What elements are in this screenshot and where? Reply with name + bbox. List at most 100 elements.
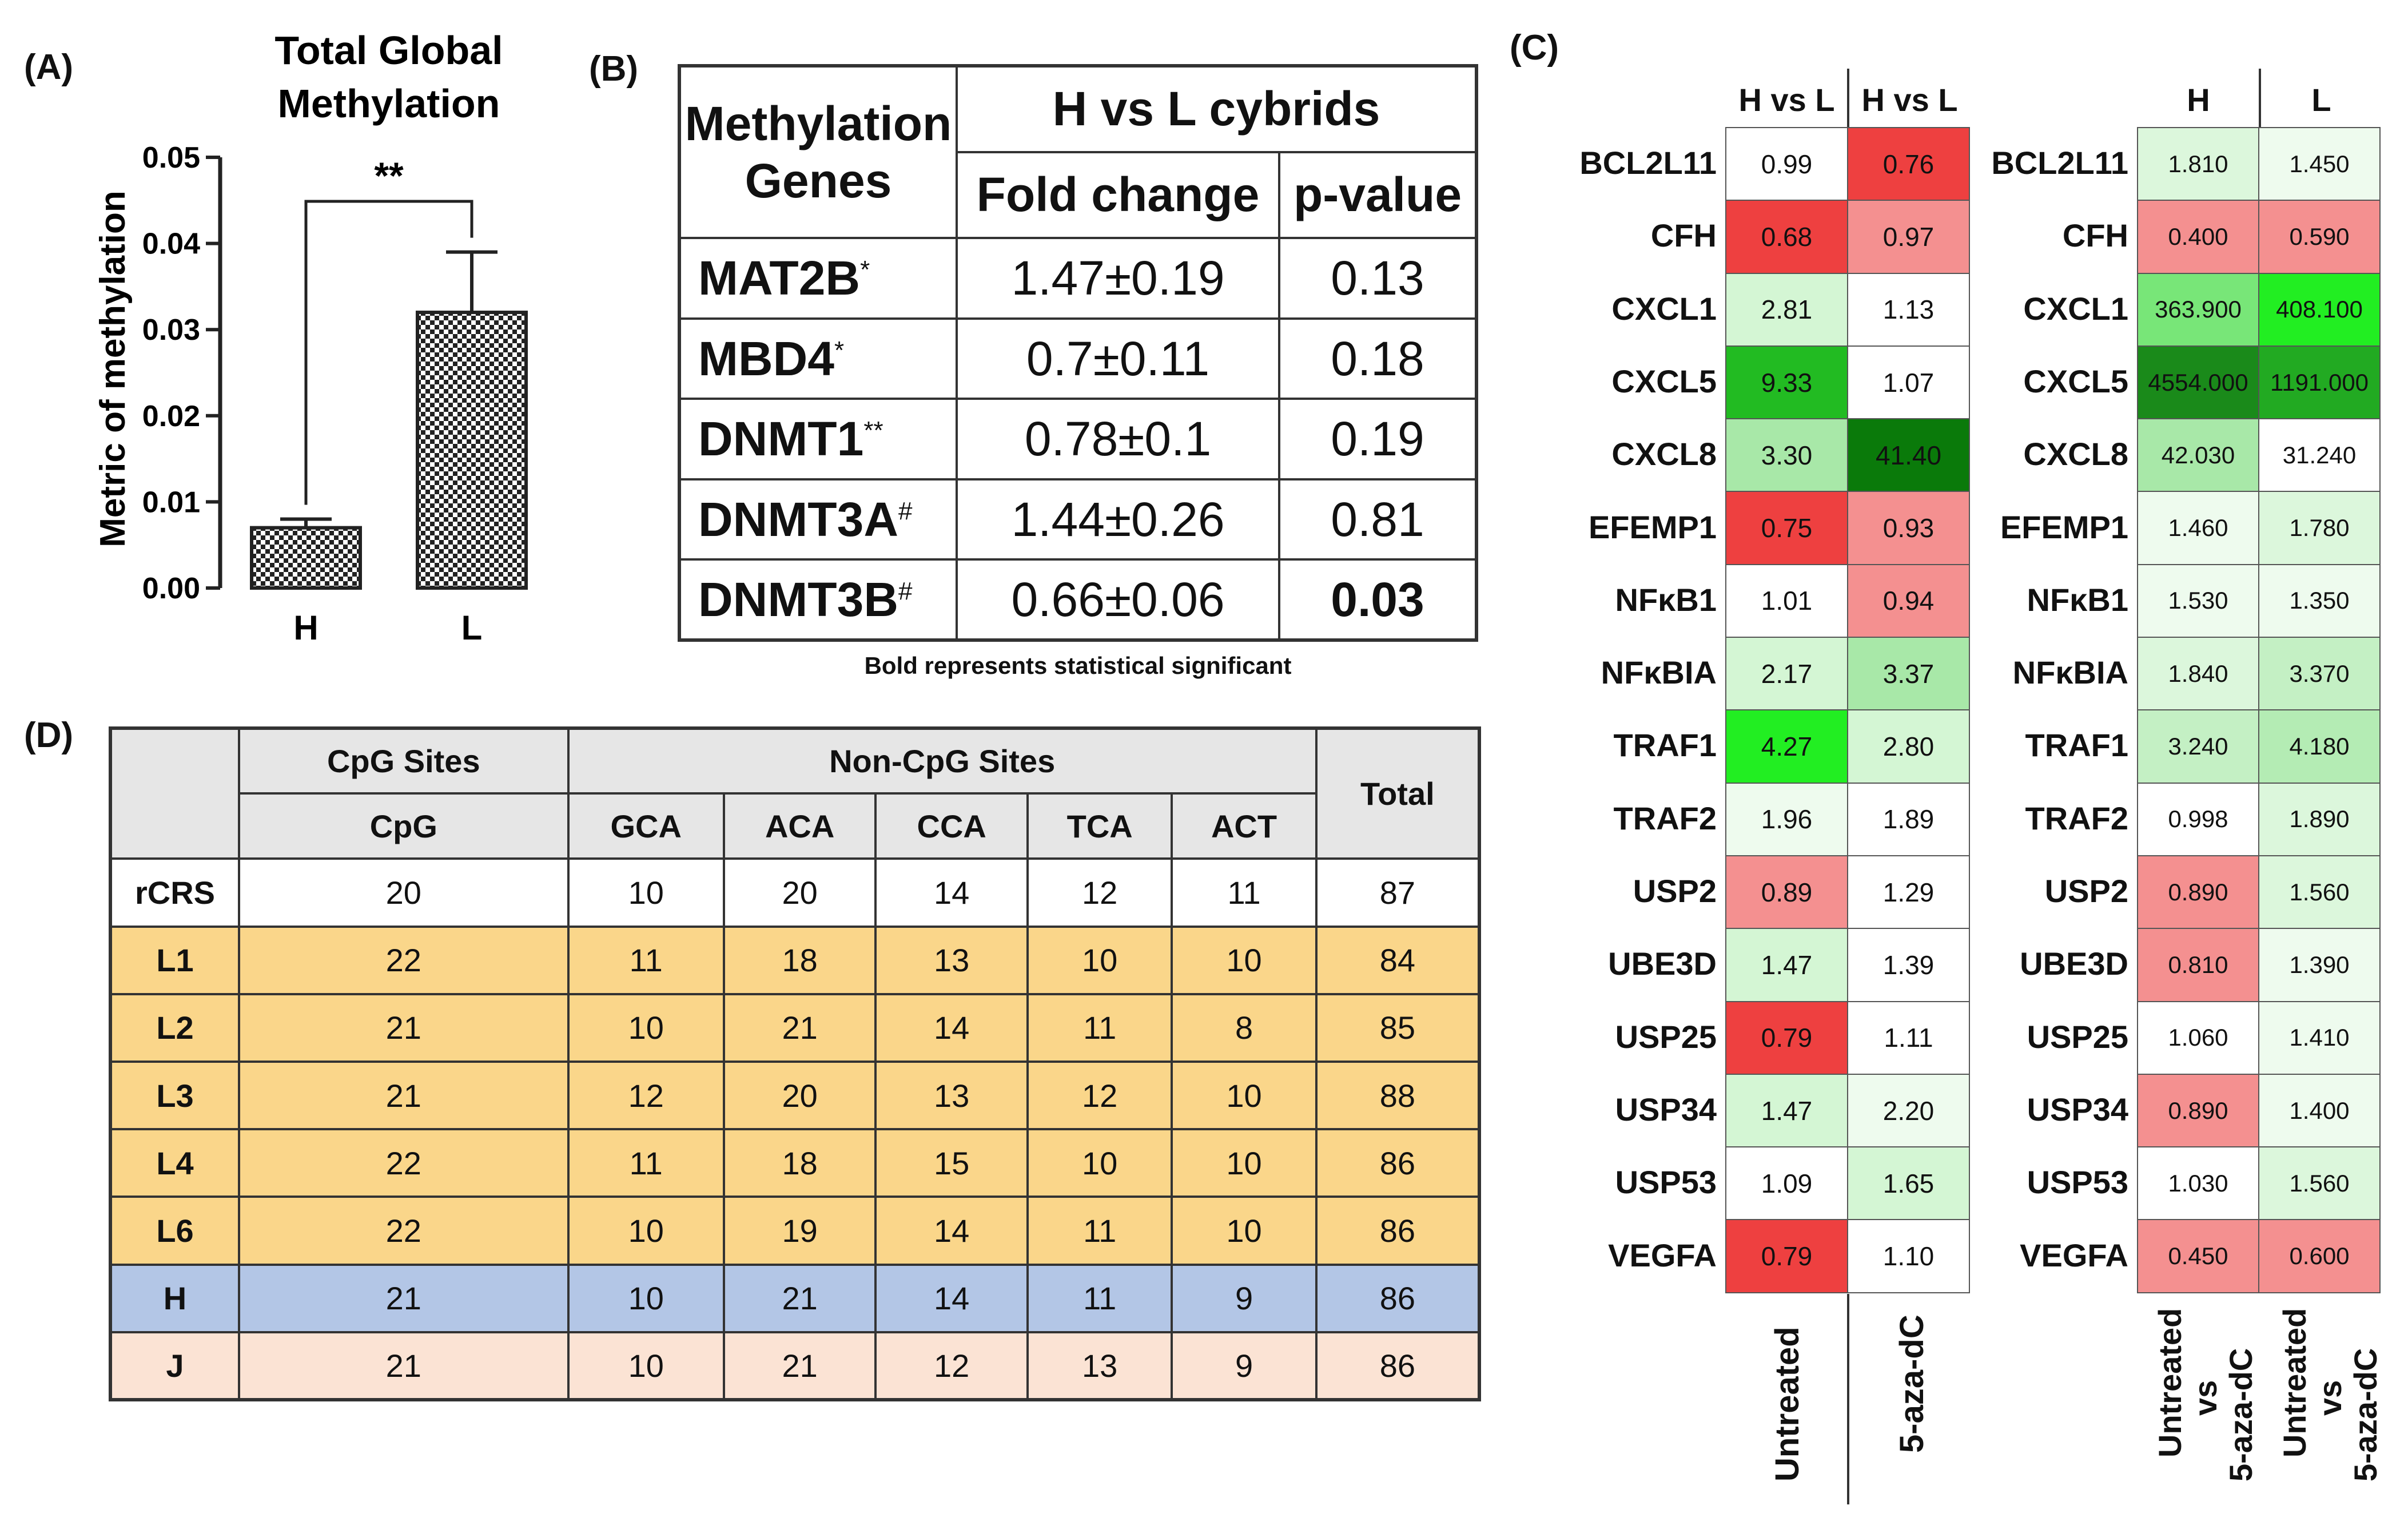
y-axis-label: Metric of methylation (93, 190, 133, 547)
gene-label: BCL2L11 (1579, 145, 1717, 181)
heatmap-cell: 1.400 (2258, 1073, 2381, 1148)
heatmap-row: 1.840 3.370 (2137, 637, 2381, 711)
heatmap-row: 1.47 1.39 (1725, 928, 1970, 1002)
x-tick-label: H (293, 609, 318, 647)
heatmap-cell: 408.100 (2258, 272, 2381, 347)
table-cell: 14 (874, 857, 1029, 928)
heatmap-cell: 4.180 (2258, 709, 2381, 784)
gene-label: CFH (2062, 217, 2128, 254)
heatmap-col-header: H (2187, 82, 2210, 118)
heatmap-cell: 0.400 (2137, 200, 2259, 274)
table-cell: 10 (1171, 925, 1318, 995)
heatmap-cell: 1.530 (2137, 563, 2259, 638)
table-row: L4 22 11 18 15 10 10 86 (109, 1128, 1481, 1198)
heatmap-cell: 363.900 (2137, 272, 2259, 347)
table-cell: 14 (874, 992, 1029, 1063)
gene-label: USP34 (1615, 1091, 1717, 1127)
gene-mark: ** (863, 416, 883, 445)
table-cell: 22 (238, 1128, 570, 1198)
heatmap-row: 1.060 1.410 (2137, 1000, 2381, 1075)
heatmap-row: 1.01 0.94 (1725, 563, 1970, 638)
condition-label: 5-aza-dC (1893, 1314, 1931, 1453)
panel-label-d: (D) (24, 716, 74, 755)
table-cell: 12 (874, 1331, 1029, 1401)
heatmap-cell: 0.93 (1847, 491, 1970, 565)
gene-label: TRAF2 (1613, 800, 1717, 836)
row-label: L2 (109, 992, 240, 1063)
table-cell: 13 (874, 925, 1029, 995)
gene-row: MAT2B* 1.47±0.19 0.13 (678, 237, 1478, 320)
heatmap-cell: 1.890 (2258, 782, 2381, 856)
y-tick-label: 0.03 (142, 313, 200, 347)
condition-label: Untreated (2276, 1308, 2313, 1457)
p-value-cell: 0.18 (1278, 317, 1478, 400)
heatmap-cell: 0.97 (1847, 200, 1970, 274)
heatmap-cell: 0.68 (1725, 200, 1848, 274)
heatmap-cell: 1191.000 (2258, 345, 2381, 420)
heatmap-row: 363.900 408.100 (2137, 272, 2381, 347)
row-label: L1 (109, 925, 240, 995)
gene-label: VEGFA (1608, 1237, 1717, 1273)
row-label: J (109, 1331, 240, 1401)
y-tick-label: 0.01 (142, 486, 200, 519)
gene-row: MBD4* 0.7±0.11 0.18 (678, 317, 1478, 400)
p-value-cell: 0.13 (1278, 237, 1478, 320)
heatmap-cell: 1.460 (2137, 491, 2259, 565)
header-methylation-genes: Methylation Genes (678, 64, 958, 240)
heatmap-row: 0.890 1.400 (2137, 1073, 2381, 1148)
heatmap-row: 0.99 0.76 (1725, 126, 1970, 201)
heatmap-cell: 1.89 (1847, 782, 1970, 856)
table-cell: 20 (722, 857, 877, 928)
heatmap-cell: 1.450 (2258, 126, 2381, 201)
right-heatmap-grid: 1.810 1.450 0.400 0.590 363.900 408.100 4554.0… (2137, 126, 2381, 1293)
header-h-vs-l-cybrids: H vs L cybrids (956, 65, 1478, 153)
heatmap-row: 0.450 0.600 (2137, 1219, 2381, 1293)
heatmap-cell: 1.060 (2137, 1000, 2259, 1075)
x-tick-label: L (461, 609, 483, 647)
heatmap-cell: 0.76 (1847, 126, 1970, 201)
heatmap-cell: 0.600 (2258, 1219, 2381, 1293)
heatmap-cell: 1.390 (2258, 928, 2381, 1002)
heatmap-row: 1.460 1.780 (2137, 491, 2381, 565)
table-cell: 12 (567, 1060, 725, 1131)
table-cell: 11 (1026, 1263, 1173, 1333)
table-cell: 14 (874, 1196, 1029, 1266)
heatmap-cell: 1.47 (1725, 928, 1848, 1002)
heatmap-row: 0.79 1.10 (1725, 1219, 1970, 1293)
heatmap-cell: 0.99 (1725, 126, 1848, 201)
heatmap-cell: 1.11 (1847, 1000, 1970, 1075)
condition-label: vs (2187, 1380, 2223, 1416)
methylation-bar-chart: Total Global Methylation Metric of methy… (93, 28, 528, 647)
heatmap-cell: 0.810 (2137, 928, 2259, 1002)
y-tick-label: 0.00 (142, 572, 200, 605)
heatmap-cell: 0.590 (2258, 200, 2381, 274)
heatmap-cell: 0.79 (1725, 1000, 1848, 1075)
heatmap-cell: 1.96 (1725, 782, 1848, 856)
gene-row: DNMT3A# 1.44±0.26 0.81 (678, 478, 1478, 561)
table-cell: 86 (1315, 1128, 1481, 1198)
heatmap-cell: 1.810 (2137, 126, 2259, 201)
table-cell: 10 (1026, 925, 1173, 995)
heatmap-row: 1.030 1.560 (2137, 1146, 2381, 1221)
condition-label: Untreated (2152, 1308, 2188, 1457)
fold-change-cell: 1.47±0.19 (956, 237, 1280, 320)
heatmap-row: 1.47 2.20 (1725, 1073, 1970, 1148)
row-label: L6 (109, 1196, 240, 1266)
column-header: ACT (1171, 792, 1318, 860)
table-cell: 11 (567, 1128, 725, 1198)
panel-label-b: (B) (589, 49, 639, 89)
condition-divider (1847, 1294, 1849, 1504)
table-cell: 21 (238, 1331, 570, 1401)
heatmap-cell: 1.840 (2137, 637, 2259, 711)
table-cell: 20 (238, 857, 570, 928)
table-cell: 14 (874, 1263, 1029, 1333)
heatmap-row: 42.030 31.240 (2137, 418, 2381, 493)
gene-label: CXCL1 (2023, 290, 2128, 327)
heatmap-cell: 1.07 (1847, 345, 1970, 420)
p-value-cell: 0.81 (1278, 478, 1478, 561)
table-cell: 11 (1171, 857, 1318, 928)
gene-label: CXCL5 (2023, 363, 2128, 399)
table-row: L3 21 12 20 13 12 10 88 (109, 1060, 1481, 1131)
heatmap-cell: 9.33 (1725, 345, 1848, 420)
table-cell: 11 (567, 925, 725, 995)
